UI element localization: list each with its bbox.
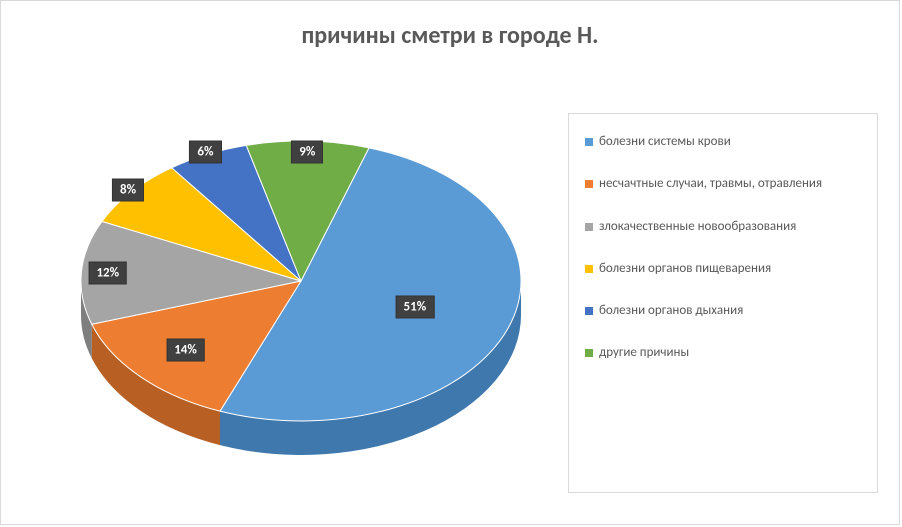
legend-label: болезни системы крови: [599, 134, 731, 150]
legend-item: несчачтные случаи, травмы, отравления: [585, 176, 861, 192]
chart-title: причины сметри в городе Н.: [1, 21, 899, 50]
legend-item: злокачественные новообразования: [585, 219, 861, 235]
legend-item: болезни системы крови: [585, 134, 861, 150]
legend-swatch: [585, 307, 593, 315]
legend-label: несчачтные случаи, травмы, отравления: [599, 176, 822, 192]
legend-label: злокачественные новообразования: [599, 219, 796, 235]
slice-pct-label: 9%: [291, 141, 323, 164]
legend-label: болезни органов пищеварения: [599, 261, 771, 277]
slice-pct-label: 51%: [396, 296, 435, 319]
legend-swatch: [585, 349, 593, 357]
slice-pct-label: 12%: [88, 262, 127, 285]
legend-label: другие причины: [599, 345, 689, 361]
chart-container: причины сметри в городе Н. болезни систе…: [0, 0, 900, 525]
slice-pct-label: 14%: [166, 339, 205, 362]
legend-swatch: [585, 265, 593, 273]
legend-swatch: [585, 138, 593, 146]
legend-label: болезни органов дыхания: [599, 303, 743, 319]
legend-swatch: [585, 223, 593, 231]
slice-pct-label: 6%: [189, 140, 221, 163]
legend: болезни системы крови несчачтные случаи, …: [568, 113, 878, 493]
legend-item: болезни органов дыхания: [585, 303, 861, 319]
legend-item: болезни органов пищеварения: [585, 261, 861, 277]
legend-swatch: [585, 180, 593, 188]
legend-item: другие причины: [585, 345, 861, 361]
slice-pct-label: 8%: [112, 178, 144, 201]
